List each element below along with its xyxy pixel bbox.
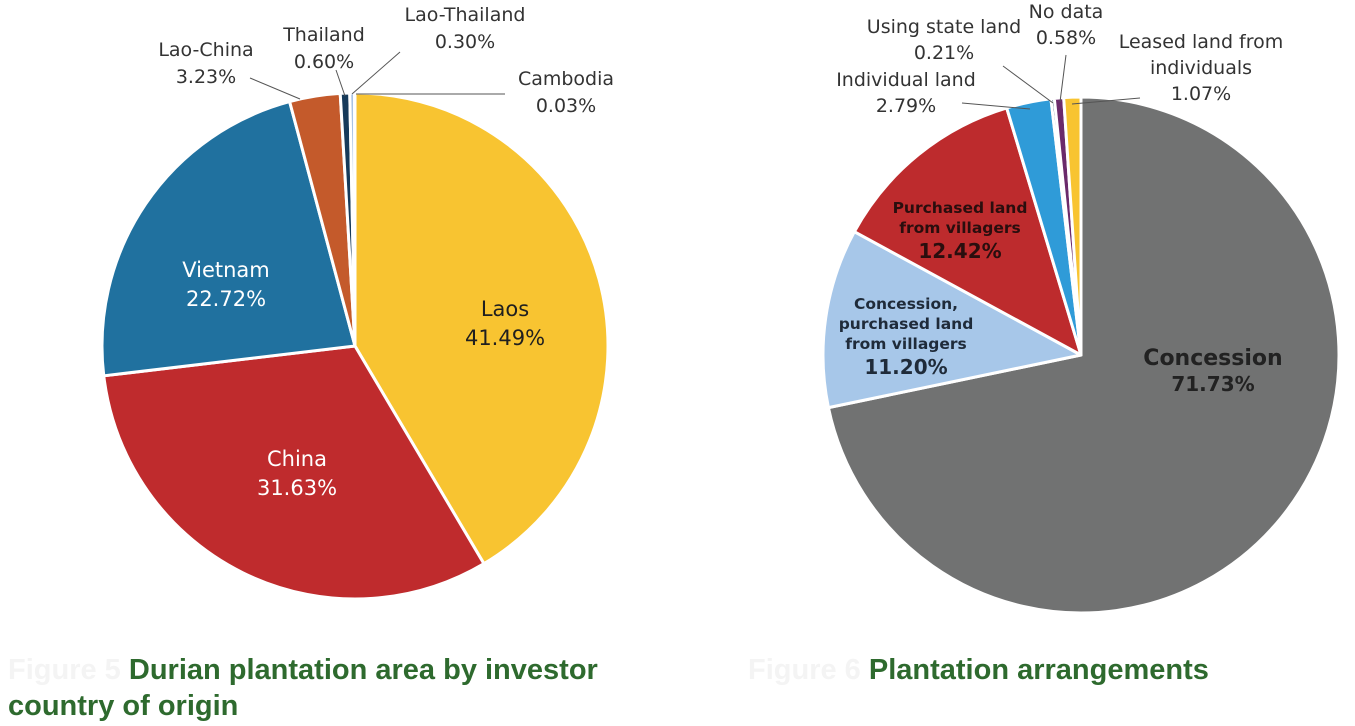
label-leased-land-from-individuals-line-2: individuals — [1150, 57, 1252, 79]
slice-leased-land-from-individuals — [1062, 95, 1083, 357]
value-vietnam: 22.72% — [186, 287, 266, 311]
label-no-data: No data — [1029, 1, 1104, 23]
leader-using-state-land — [1002, 65, 1054, 104]
leader-no-data — [1059, 54, 1067, 103]
leader-individual-land — [961, 102, 1031, 110]
leader-lao-thailand — [351, 51, 401, 95]
value-laos: 41.49% — [465, 326, 545, 350]
value-china: 31.63% — [257, 476, 337, 500]
slice-vietnam — [100, 100, 357, 378]
label-concession: Concession — [1143, 346, 1282, 371]
figure-6-title: Plantation arrangements — [868, 654, 1209, 686]
figure-6-caption: Figure 6 Plantation arrangements — [748, 652, 1308, 688]
figure-6-prefix: Figure 6 — [748, 654, 861, 686]
label-lao-thailand: Lao-Thailand — [405, 4, 526, 26]
label-individual-land: Individual land — [836, 69, 976, 91]
label-laos: Laos — [481, 297, 529, 321]
label-concession-purchased-land-from-villagers-line-1: Concession, — [854, 295, 958, 313]
label-thailand: Thailand — [282, 24, 365, 46]
value-individual-land: 2.79% — [876, 95, 936, 117]
slice-china — [102, 344, 486, 601]
value-thailand: 0.60% — [294, 51, 354, 73]
label-lao-china: Lao-China — [158, 39, 253, 61]
value-concession: 71.73% — [1171, 372, 1254, 396]
label-using-state-land: Using state land — [867, 16, 1021, 38]
slice-laos — [353, 91, 610, 566]
value-purchased-land-from-villagers: 12.42% — [918, 239, 1001, 263]
label-leased-land-from-individuals-line-1: Leased land from — [1119, 31, 1284, 53]
label-vietnam: Vietnam — [182, 258, 270, 282]
slice-concession — [826, 95, 1341, 615]
value-lao-china: 3.23% — [176, 66, 236, 88]
label-cambodia: Cambodia — [518, 68, 614, 90]
figure-5-caption: Figure 5 Durian plantation area by inves… — [8, 652, 708, 724]
value-concession-purchased-land-from-villagers: 11.20% — [864, 355, 947, 379]
leader-leased-land-from-individuals — [1071, 97, 1141, 105]
label-china: China — [267, 447, 327, 471]
leader-thailand — [335, 69, 346, 97]
leader-lao-china — [249, 77, 301, 100]
label-purchased-land-from-villagers-line-2: from villagers — [899, 219, 1021, 237]
label-purchased-land-from-villagers-line-1: Purchased land — [893, 199, 1028, 217]
value-no-data: 0.58% — [1036, 27, 1096, 49]
figure-5-title: Durian plantation area by investor count… — [8, 654, 598, 722]
label-concession-purchased-land-from-villagers-line-3: from villagers — [845, 335, 967, 353]
figure-5-prefix: Figure 5 — [8, 654, 121, 686]
slice-concession-purchased-land-from-villagers — [821, 230, 1083, 410]
pie-investor-country: Laos 41.49% China 31.63% Vietnam 22.72% Lao-Ch… — [100, 4, 614, 601]
value-cambodia: 0.03% — [536, 95, 596, 117]
value-leased-land-from-individuals: 1.07% — [1171, 83, 1231, 105]
value-using-state-land: 0.21% — [914, 42, 974, 64]
value-lao-thailand: 0.30% — [435, 31, 495, 53]
label-concession-purchased-land-from-villagers-line-2: purchased land — [839, 315, 974, 333]
